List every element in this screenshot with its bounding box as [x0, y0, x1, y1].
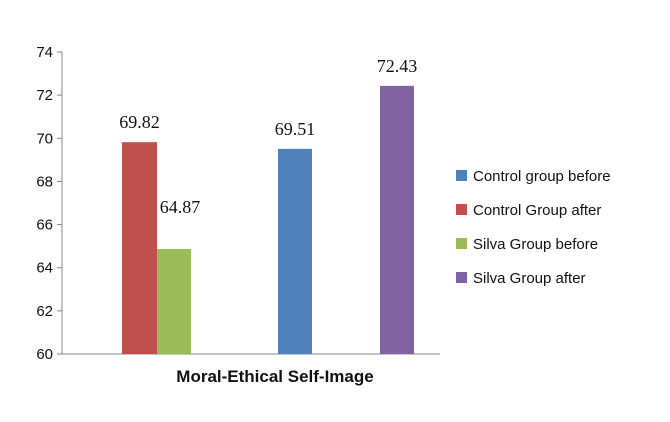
legend: Control group before Control Group after S… — [456, 168, 611, 287]
data-label: 72.43 — [377, 56, 418, 76]
bar — [157, 248, 191, 354]
y-tick-label: 74 — [36, 44, 53, 61]
data-label: 69.51 — [275, 119, 316, 139]
legend-swatch — [456, 170, 467, 181]
y-tick-label: 66 — [36, 217, 53, 234]
y-tick-label: 62 — [36, 303, 53, 320]
legend-label: Silva Group after — [473, 270, 586, 287]
legend-swatch — [456, 238, 467, 249]
y-tick-label: 72 — [36, 87, 53, 104]
x-axis-label: Moral-Ethical Self-Image — [176, 367, 373, 386]
y-tick-label: 64 — [36, 260, 53, 277]
data-label: 69.82 — [119, 112, 160, 132]
bars — [122, 85, 414, 355]
data-label: 64.87 — [160, 197, 201, 217]
legend-swatch — [456, 272, 467, 283]
y-tick-label: 68 — [36, 173, 53, 190]
legend-swatch — [456, 204, 467, 215]
bar — [122, 142, 157, 354]
data-labels: 69.51 69.82 64.87 72.43 — [119, 56, 417, 217]
y-axis: 60 62 64 66 68 70 72 74 — [36, 44, 440, 363]
bar — [380, 85, 414, 355]
legend-label: Control Group after — [473, 202, 601, 219]
bar — [278, 148, 312, 354]
legend-label: Control group before — [473, 168, 611, 185]
y-tick-label: 60 — [36, 346, 53, 363]
y-tick-label: 70 — [36, 130, 53, 147]
legend-label: Silva Group before — [473, 236, 598, 253]
